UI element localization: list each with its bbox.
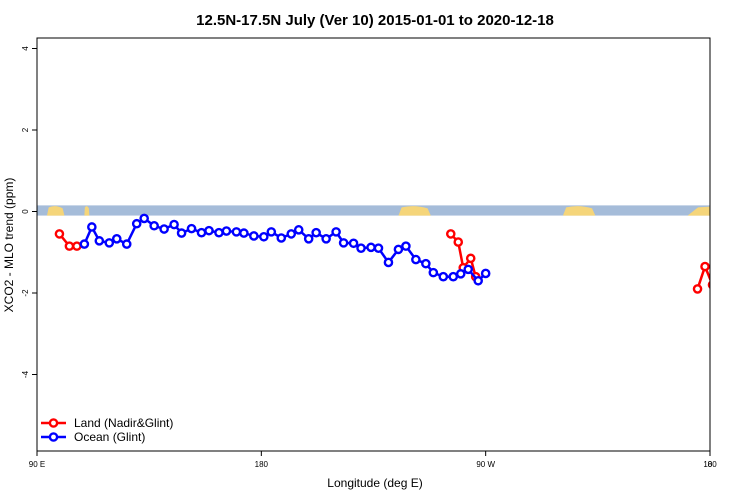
data-point <box>149 220 159 231</box>
data-point <box>338 238 349 248</box>
map-strip-land <box>687 206 710 216</box>
legend: Land (Nadir&Glint)Ocean (Glint) <box>41 416 173 444</box>
data-point <box>719 293 726 300</box>
data-point <box>692 284 703 294</box>
y-tick-label: 0 <box>21 209 30 214</box>
series-ocean <box>79 213 491 286</box>
y-tick-label: 4 <box>21 46 30 51</box>
data-point <box>411 254 421 265</box>
data-point <box>311 227 321 238</box>
data-point <box>214 227 224 238</box>
map-strip <box>37 205 710 216</box>
data-point <box>79 239 90 249</box>
data-point <box>121 239 132 249</box>
legend-label: Land (Nadir&Glint) <box>74 416 173 430</box>
data-point <box>465 253 476 264</box>
map-strip-land <box>84 206 90 216</box>
data-point <box>729 312 736 319</box>
map-strip-land <box>562 206 596 216</box>
data-point <box>196 227 207 238</box>
data-point <box>356 243 366 253</box>
plot-frame <box>36 37 711 452</box>
data-point <box>321 234 331 244</box>
data-point <box>249 231 259 241</box>
legend-marker <box>48 418 59 428</box>
x-tick-label: 90 E <box>29 460 45 469</box>
x-tick-label: 180 <box>255 460 269 469</box>
y-tick-label: 2 <box>21 127 30 132</box>
y-axis: 4 2 0 -2 -4 <box>21 46 37 378</box>
data-point <box>700 261 710 272</box>
data-point <box>94 236 105 246</box>
x-tick-label: 90 W <box>476 460 495 469</box>
data-point <box>87 222 97 232</box>
data-point <box>266 227 277 237</box>
data-point <box>448 271 459 282</box>
data-point <box>131 218 142 229</box>
y-axis-label: XCO2 - MLO trend (ppm) <box>2 178 16 313</box>
data-point <box>393 244 404 255</box>
chart-title: 12.5N-17.5N July (Ver 10) 2015-01-01 to … <box>196 12 554 29</box>
data-point <box>159 224 169 234</box>
data-point <box>64 241 75 251</box>
data-point <box>293 225 304 235</box>
data-point <box>239 228 249 238</box>
y-tick-label: -2 <box>21 289 30 297</box>
map-strip-ocean <box>37 205 710 216</box>
map-strip-land <box>46 206 65 216</box>
data-point <box>463 264 474 275</box>
legend-marker <box>48 432 59 442</box>
x-axis-label: Longitude (deg E) <box>327 476 422 490</box>
data-point <box>286 229 297 239</box>
legend-label: Ocean (Glint) <box>74 430 145 444</box>
data-point <box>331 227 341 237</box>
data-point <box>421 258 431 269</box>
y-tick-label: -4 <box>21 370 30 378</box>
data-point <box>739 298 746 305</box>
data-point <box>438 271 449 282</box>
data-point <box>401 241 411 251</box>
data-point <box>303 234 314 244</box>
data-point <box>348 238 359 249</box>
map-strip-land <box>398 206 431 216</box>
data-point <box>104 238 115 248</box>
data-point <box>204 225 214 236</box>
data-point <box>455 269 466 279</box>
data-point <box>480 268 491 279</box>
data-point <box>72 241 82 251</box>
data-point <box>445 229 456 239</box>
data-point <box>259 231 269 242</box>
data-point <box>366 242 376 253</box>
data-point <box>221 226 232 236</box>
data-point <box>231 227 242 237</box>
data-point <box>373 243 384 253</box>
data-point <box>54 229 65 239</box>
series-layer <box>54 213 746 319</box>
series-line <box>696 265 710 290</box>
data-point <box>111 234 122 244</box>
data-point <box>276 233 287 243</box>
data-point <box>473 275 483 286</box>
x-tick-label: 0 <box>708 460 713 469</box>
data-point <box>428 267 439 278</box>
x-tick-label: 180 <box>703 460 717 469</box>
data-point <box>176 228 187 238</box>
data-point <box>169 219 179 230</box>
data-point <box>383 257 394 268</box>
data-point <box>453 237 464 247</box>
data-point <box>186 223 197 234</box>
series-line <box>83 217 487 283</box>
data-point <box>139 213 149 224</box>
